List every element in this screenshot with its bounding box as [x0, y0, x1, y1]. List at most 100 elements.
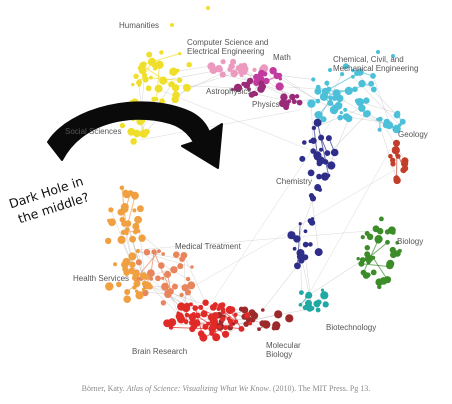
network-node	[241, 69, 248, 75]
network-node	[344, 86, 353, 95]
network-node	[183, 319, 189, 325]
network-node	[245, 317, 251, 322]
network-edge	[359, 101, 398, 114]
network-node	[229, 323, 233, 328]
network-edge	[173, 65, 211, 72]
network-node	[395, 241, 400, 245]
network-node	[116, 281, 122, 288]
network-edge	[306, 259, 363, 297]
network-node	[360, 235, 365, 240]
network-node	[330, 148, 339, 157]
network-node	[310, 137, 317, 144]
network-node	[105, 237, 112, 245]
network-node	[158, 262, 165, 269]
network-node	[149, 276, 154, 281]
network-node	[243, 81, 251, 89]
network-node	[239, 73, 244, 78]
network-node	[339, 111, 343, 115]
network-node	[133, 280, 141, 288]
network-node	[170, 266, 178, 274]
label-math: Math	[273, 53, 291, 62]
network-node	[383, 276, 392, 284]
network-node	[184, 289, 192, 296]
network-node	[370, 73, 376, 79]
network-node	[389, 246, 396, 254]
citation-title: Atlas of Science: Visualizing What We Kn…	[126, 384, 270, 393]
network-node	[143, 249, 151, 256]
network-node	[233, 312, 238, 317]
network-node	[169, 67, 178, 76]
label-molecular-line1: Molecular	[266, 341, 301, 350]
annotation-text: Dark Hole in the middle?	[7, 173, 91, 226]
network-node	[252, 67, 257, 72]
network-node	[220, 316, 226, 322]
network-node	[363, 97, 370, 104]
network-node	[395, 153, 399, 158]
network-node	[209, 304, 217, 311]
network-node	[325, 135, 332, 142]
network-node	[159, 50, 164, 55]
curved-arrow	[47, 101, 223, 169]
network-node	[302, 140, 307, 145]
network-node	[160, 300, 167, 306]
network-node	[124, 227, 130, 233]
network-node	[212, 333, 221, 342]
network-node	[207, 63, 213, 69]
network-node	[315, 307, 321, 313]
network-node	[324, 80, 330, 86]
network-node	[326, 86, 332, 92]
network-edge	[317, 122, 330, 176]
network-edge	[137, 250, 147, 287]
network-edge	[325, 71, 361, 92]
network-node	[358, 260, 365, 267]
network-node	[135, 291, 144, 300]
network-node	[131, 82, 135, 87]
network-node	[322, 301, 329, 308]
network-node	[298, 303, 303, 307]
network-node	[234, 319, 239, 324]
network-node	[390, 161, 396, 167]
network-node	[178, 52, 182, 56]
network-node	[155, 60, 164, 69]
network-node	[202, 323, 209, 330]
network-node	[391, 146, 400, 155]
network-node	[227, 318, 234, 325]
label-chem-eng-line1: Chemical, Civil, and	[333, 55, 404, 64]
network-node	[188, 302, 193, 307]
network-node	[248, 91, 255, 98]
network-node	[291, 99, 297, 105]
network-node	[379, 216, 384, 222]
network-node	[230, 58, 237, 65]
network-node	[198, 304, 204, 310]
network-node	[311, 125, 317, 131]
network-node	[287, 99, 291, 104]
network-node	[161, 276, 165, 280]
label-biotechnology: Biotechnology	[326, 323, 376, 332]
network-edge	[183, 255, 206, 303]
network-node	[328, 68, 332, 72]
network-node	[199, 333, 208, 342]
network-node	[185, 276, 191, 282]
network-node	[234, 70, 238, 75]
network-node	[120, 205, 129, 213]
network-node	[119, 185, 125, 191]
network-node	[320, 291, 329, 300]
network-node	[218, 67, 223, 72]
network-node	[223, 325, 229, 331]
network-edge	[299, 149, 391, 311]
network-node	[320, 288, 325, 292]
network-node	[257, 327, 261, 331]
network-node	[123, 295, 131, 304]
network-node	[377, 127, 382, 132]
network-node	[208, 325, 216, 333]
network-node	[401, 161, 406, 167]
network-node	[248, 321, 253, 326]
network-node	[194, 312, 201, 319]
network-node	[119, 122, 126, 129]
label-chemistry: Chemistry	[276, 177, 312, 186]
network-node	[320, 172, 330, 181]
network-node	[316, 299, 321, 304]
network-node	[189, 319, 196, 327]
network-node	[337, 114, 344, 121]
